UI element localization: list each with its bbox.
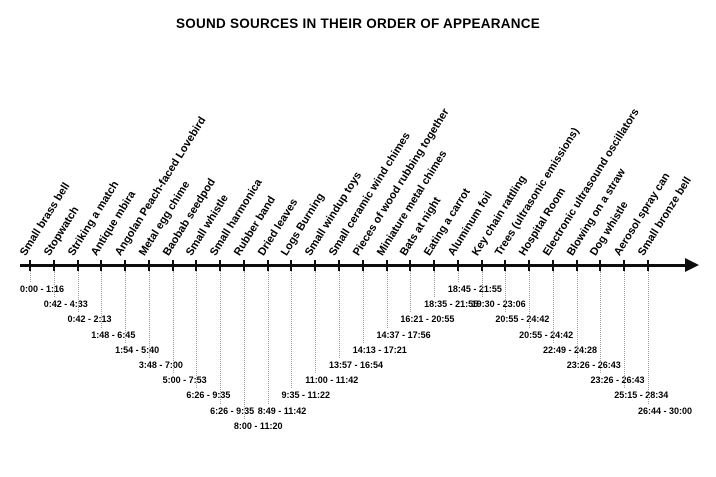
timeline-tick (599, 260, 602, 271)
tick-guide-line (624, 271, 626, 389)
timeline-tick (456, 260, 459, 271)
tick-guide-line (339, 271, 340, 358)
time-range-label: 11:00 - 11:42 (305, 375, 359, 386)
time-range-label: 8:00 - 11:20 (233, 420, 283, 431)
tick-guide-line (505, 271, 507, 313)
tick-guide-line (243, 271, 245, 419)
tick-guide-line (101, 271, 103, 328)
timeline-tick (314, 260, 317, 271)
time-range-label: 0:00 - 1:16 (20, 284, 65, 294)
page-title: SOUND SOURCES IN THEIR ORDER OF APPEARAN… (175, 16, 541, 31)
timeline-tick (290, 260, 293, 271)
timeline-arrowhead-icon (685, 258, 699, 272)
timeline-tick (504, 260, 507, 271)
timeline-tick (76, 260, 79, 271)
timeline-tick (100, 260, 103, 271)
time-range-label: 1:48 - 6:45 (91, 329, 136, 340)
timeline-tick (147, 260, 150, 271)
timeline-tick (171, 260, 174, 271)
timeline-tick (480, 260, 483, 271)
time-range-label: 5:00 - 7:53 (162, 375, 207, 386)
timeline-tick (361, 260, 364, 271)
tick-guide-line (481, 271, 483, 298)
tick-guide-line (576, 271, 578, 358)
tick-guide-line (434, 271, 436, 298)
time-range-label: 23:26 - 26:43 (566, 360, 621, 370)
time-range-label: 14:13 - 17:21 (352, 344, 407, 355)
time-range-label: 13:57 - 16:54 (329, 360, 384, 370)
tick-guide-line (457, 271, 459, 282)
tick-guide-line (148, 271, 150, 358)
tick-guide-line (267, 271, 269, 404)
timeline-tick (647, 260, 650, 271)
time-range-label: 0:42 - 4:33 (43, 299, 88, 310)
time-range-label: 8:49 - 11:42 (257, 405, 307, 416)
time-range-label: 20:55 - 24:42 (495, 314, 550, 325)
timeline-tick (29, 260, 31, 271)
tick-guide-line (196, 271, 198, 389)
time-range-label: 1:54 - 5:40 (115, 344, 160, 355)
timeline-tick (338, 260, 340, 271)
time-range-label: 6:26 - 9:35 (210, 405, 255, 416)
tick-guide-line (77, 271, 79, 313)
time-range-label: 14:37 - 17:56 (376, 329, 431, 340)
tick-guide-line (53, 271, 55, 298)
timeline-tick (52, 260, 55, 271)
tick-guide-line (648, 271, 650, 404)
time-range-label: 26:44 - 30:00 (638, 405, 693, 416)
time-range-label: 19:30 - 23:06 (471, 299, 526, 310)
timeline-tick (195, 260, 198, 271)
time-range-label: 6:26 - 9:35 (186, 390, 231, 401)
tick-guide-line (125, 271, 127, 343)
timeline-tick (242, 260, 245, 271)
timeline-tick (528, 260, 531, 271)
tick-guide-line (410, 271, 412, 313)
timeline-tick (551, 260, 554, 271)
tick-guide-line (362, 271, 364, 343)
tick-guide-line (315, 271, 317, 374)
tick-guide-line (386, 271, 388, 328)
timeline-tick (433, 260, 436, 271)
timeline-tick (124, 260, 127, 271)
timeline-tick (385, 260, 388, 271)
tick-guide-line (600, 271, 602, 374)
time-range-label: 0:42 - 2:13 (67, 314, 112, 325)
timeline-tick (575, 260, 578, 271)
time-range-label: 3:48 - 7:00 (138, 360, 183, 370)
tick-guide-line (552, 271, 554, 343)
time-range-label: 20:55 - 24:42 (519, 329, 574, 340)
tick-guide-line (529, 271, 531, 328)
tick-guide-line (30, 271, 31, 282)
tick-guide-line (172, 271, 174, 374)
timeline-tick (409, 260, 412, 271)
time-range-label: 16:21 - 20:55 (400, 314, 455, 325)
time-range-label: 18:35 - 21:55 (424, 299, 479, 310)
time-range-label: 25:15 - 28:34 (614, 390, 669, 401)
time-range-label: 9:35 - 11:22 (281, 390, 331, 401)
time-range-label: 22:49 - 24:28 (542, 344, 597, 355)
tick-guide-line (291, 271, 293, 389)
time-range-label: 23:26 - 26:43 (590, 375, 645, 386)
timeline-axis (20, 264, 688, 267)
timeline-tick (623, 260, 626, 271)
timeline-tick (219, 260, 222, 271)
timeline-tick (266, 260, 269, 271)
tick-guide-line (220, 271, 222, 404)
time-range-label: 18:45 - 21:55 (447, 284, 502, 294)
